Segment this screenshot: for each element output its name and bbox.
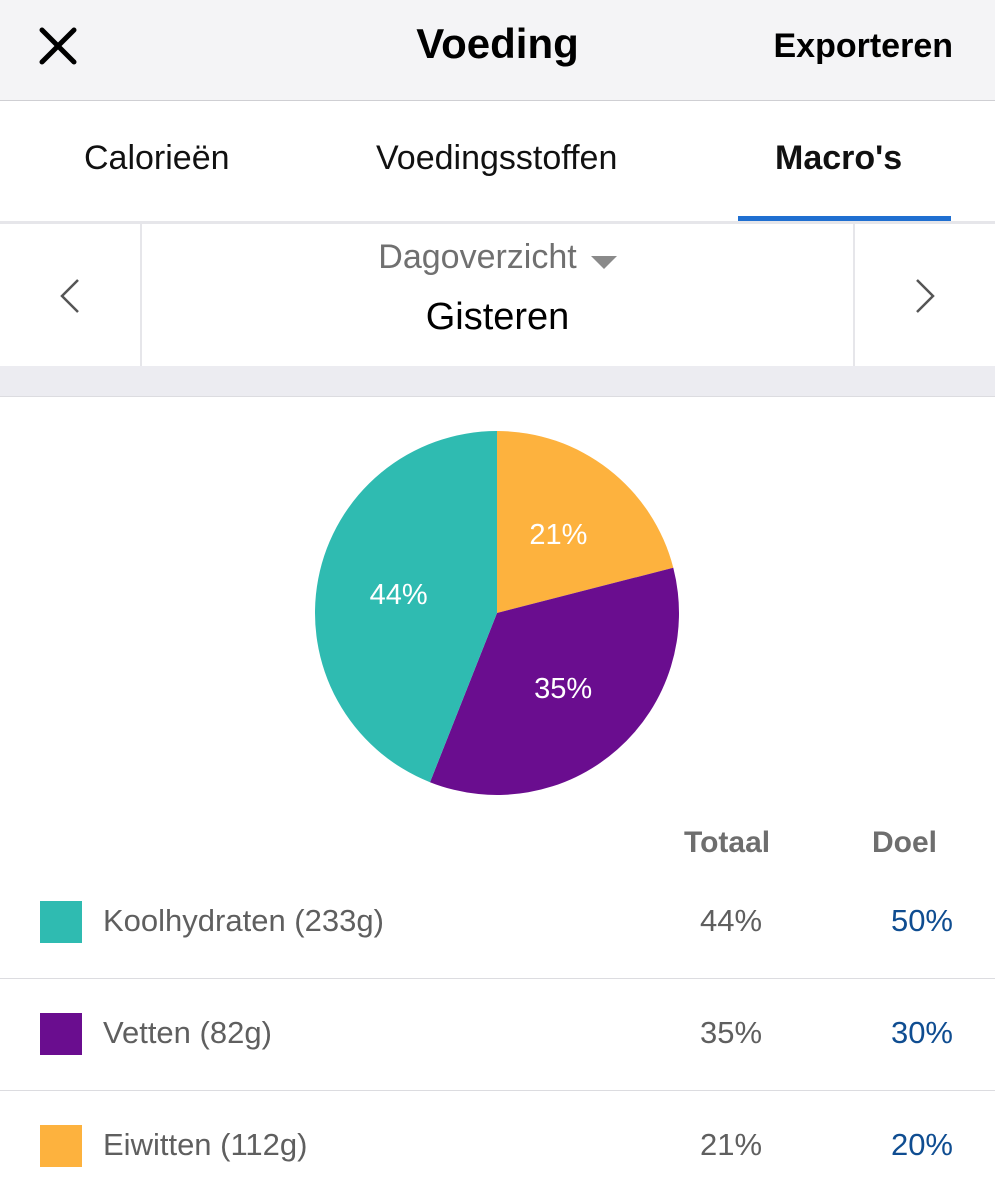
active-tab-indicator — [738, 216, 951, 221]
macro-pie-chart: 21% 35% 44% — [315, 431, 680, 795]
macro-total: 35% — [700, 1015, 763, 1050]
pie-slice-fat — [430, 567, 680, 795]
pie-slice-protein — [497, 431, 674, 613]
macro-label: Vetten (82g) — [103, 1015, 272, 1050]
macro-label: Koolhydraten (233g) — [103, 903, 384, 938]
close-icon — [39, 27, 77, 65]
caret-down-icon — [590, 240, 617, 279]
carbs-color-swatch — [40, 901, 82, 943]
macro-goal: 50% — [890, 903, 953, 938]
macro-goal: 20% — [890, 1127, 953, 1162]
chevron-left-icon — [60, 279, 79, 313]
macro-label: Eiwitten (112g) — [103, 1127, 308, 1162]
protein-color-swatch — [40, 1125, 82, 1167]
tab-bar: Calorieën Voedingsstoffen Macro's — [0, 101, 995, 224]
export-button[interactable]: Exporteren — [773, 27, 954, 65]
period-label: Dagoverzicht — [378, 238, 577, 276]
pie-label-carbs: 44% — [370, 579, 428, 611]
close-button[interactable] — [34, 22, 82, 70]
section-divider — [0, 366, 995, 397]
macro-total: 21% — [700, 1127, 763, 1162]
current-date: Gisteren — [425, 296, 570, 338]
fat-color-swatch — [40, 1013, 82, 1055]
chevron-right-icon — [916, 279, 935, 313]
pie-label-fat: 35% — [534, 673, 592, 705]
macro-row-protein: Eiwitten (112g) 21% 20% — [0, 1090, 995, 1202]
macro-row-carbs: Koolhydraten (233g) 44% 50% — [0, 866, 995, 979]
previous-day-button[interactable] — [0, 224, 142, 366]
tab-calories[interactable]: Calorieën — [84, 139, 230, 177]
top-bar: Voeding Exporteren — [0, 0, 995, 101]
tab-macros[interactable]: Macro's — [775, 139, 903, 177]
date-navigator: Dagoverzicht Gisteren — [0, 224, 995, 366]
macro-row-fat: Vetten (82g) 35% 30% — [0, 978, 995, 1091]
column-header-total: Totaal — [684, 826, 771, 859]
macro-goal: 30% — [890, 1015, 953, 1050]
pie-slice-carbs — [315, 431, 497, 783]
column-header-goal: Doel — [872, 826, 938, 859]
macro-total: 44% — [700, 903, 763, 938]
page-title: Voeding — [416, 20, 579, 67]
period-selector[interactable]: Dagoverzicht — [0, 238, 995, 279]
next-day-button[interactable] — [853, 224, 995, 366]
tab-nutrients[interactable]: Voedingsstoffen — [376, 139, 618, 177]
pie-label-protein: 21% — [529, 519, 587, 551]
